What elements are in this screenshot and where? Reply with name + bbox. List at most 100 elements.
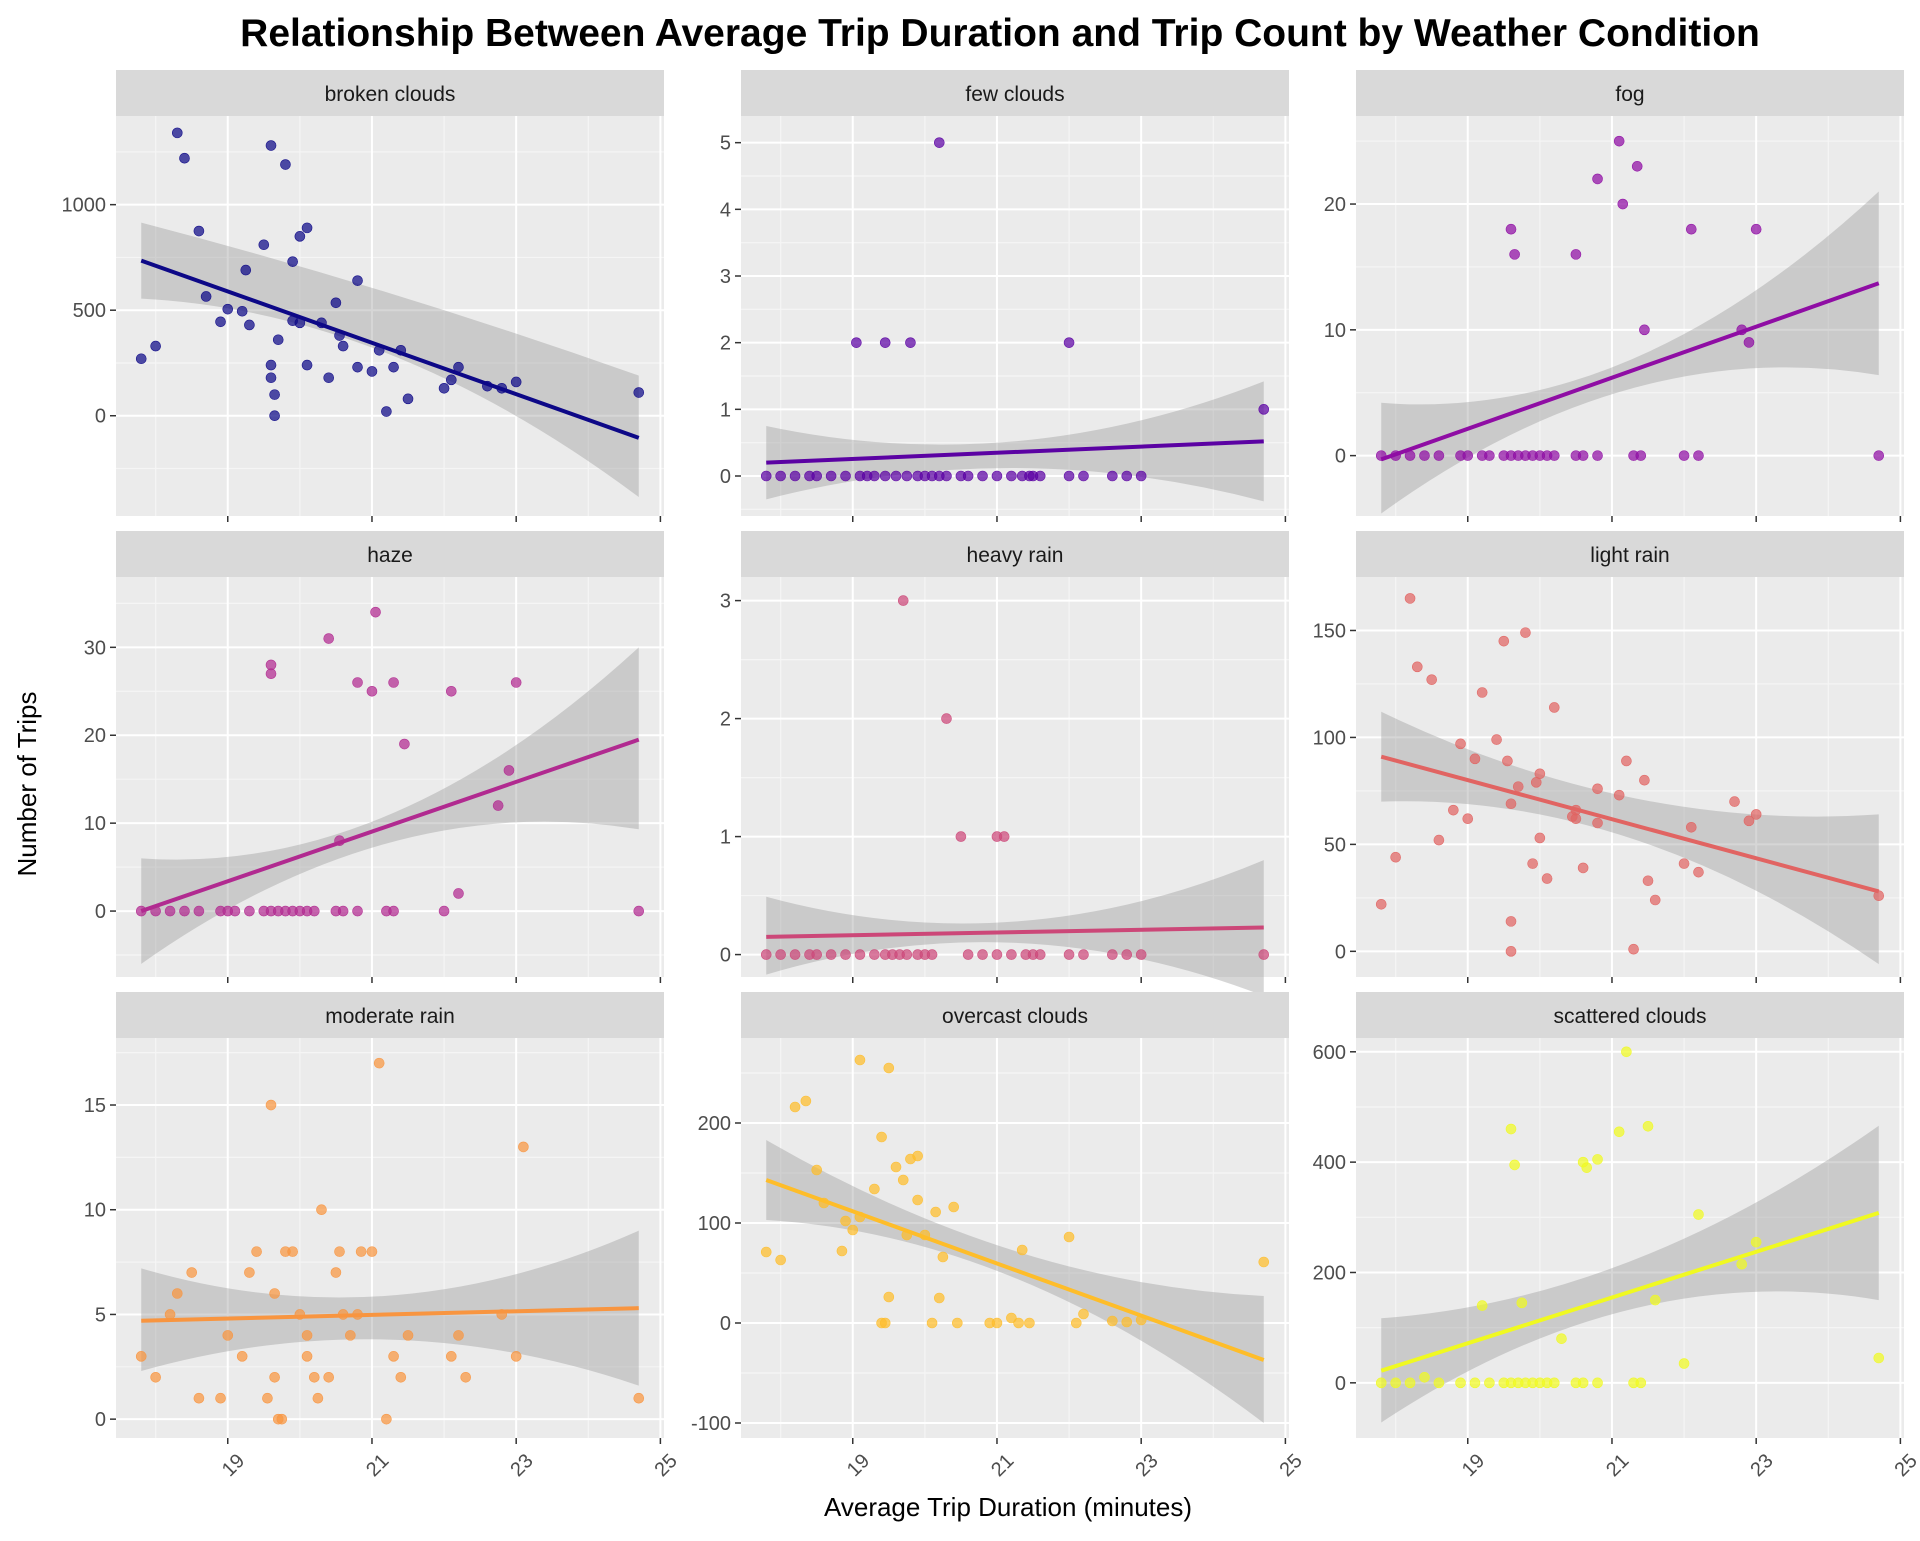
data-point bbox=[1618, 199, 1628, 209]
data-point bbox=[345, 1330, 355, 1340]
data-point bbox=[992, 1318, 1002, 1328]
data-point bbox=[439, 383, 449, 393]
data-point bbox=[841, 1216, 851, 1226]
data-point bbox=[963, 471, 973, 481]
data-point bbox=[1434, 835, 1444, 845]
data-point bbox=[952, 1318, 962, 1328]
data-point bbox=[446, 1351, 456, 1361]
data-point bbox=[1064, 1232, 1074, 1242]
data-point bbox=[136, 354, 146, 364]
y-tick-label: 0 bbox=[95, 406, 106, 428]
data-point bbox=[302, 360, 312, 370]
y-tick-label: 3 bbox=[720, 266, 731, 288]
data-point bbox=[869, 950, 879, 960]
data-point bbox=[1376, 899, 1386, 909]
data-point bbox=[1484, 1378, 1494, 1388]
y-tick-label: 0 bbox=[1335, 446, 1346, 468]
data-point bbox=[938, 1252, 948, 1262]
data-point bbox=[461, 1372, 471, 1382]
data-point bbox=[504, 765, 514, 775]
strip-label-moderate-rain: moderate rain bbox=[325, 1005, 455, 1028]
data-point bbox=[1035, 471, 1045, 481]
data-point bbox=[1136, 471, 1146, 481]
data-point bbox=[869, 1184, 879, 1194]
data-point bbox=[389, 1351, 399, 1361]
data-point bbox=[851, 338, 861, 348]
data-point bbox=[1643, 1121, 1653, 1131]
data-point bbox=[302, 1351, 312, 1361]
data-point bbox=[180, 906, 190, 916]
data-point bbox=[1122, 1317, 1132, 1327]
data-point bbox=[1492, 735, 1502, 745]
data-point bbox=[454, 888, 464, 898]
data-point bbox=[855, 1055, 865, 1065]
data-point bbox=[324, 373, 334, 383]
data-point bbox=[1412, 662, 1422, 672]
data-point bbox=[634, 388, 644, 398]
y-tick-label: 200 bbox=[698, 1113, 731, 1135]
y-tick-label: 100 bbox=[1313, 727, 1346, 749]
data-point bbox=[165, 906, 175, 916]
data-point bbox=[913, 1195, 923, 1205]
data-point bbox=[1006, 471, 1016, 481]
data-point bbox=[1405, 593, 1415, 603]
data-point bbox=[1064, 950, 1074, 960]
data-point bbox=[934, 138, 944, 148]
data-point bbox=[1751, 224, 1761, 234]
data-point bbox=[331, 298, 341, 308]
data-point bbox=[1751, 809, 1761, 819]
data-point bbox=[338, 906, 348, 916]
data-point bbox=[1064, 338, 1074, 348]
data-point bbox=[761, 950, 771, 960]
data-point bbox=[884, 1292, 894, 1302]
data-point bbox=[1520, 628, 1530, 638]
data-point bbox=[880, 471, 890, 481]
y-tick-label: 0 bbox=[95, 1409, 106, 1431]
y-tick-label: 200 bbox=[1313, 1262, 1346, 1284]
data-point bbox=[1456, 1378, 1466, 1388]
chart-title: Relationship Between Average Trip Durati… bbox=[240, 12, 1760, 55]
y-tick-label: 5 bbox=[95, 1304, 106, 1326]
data-point bbox=[331, 1268, 341, 1278]
data-point bbox=[1064, 471, 1074, 481]
data-point bbox=[999, 832, 1009, 842]
data-point bbox=[1582, 1163, 1592, 1173]
data-point bbox=[367, 686, 377, 696]
data-point bbox=[1079, 471, 1089, 481]
y-tick-label: 15 bbox=[84, 1095, 106, 1117]
data-point bbox=[902, 471, 912, 481]
data-point bbox=[493, 801, 503, 811]
data-point bbox=[1686, 822, 1696, 832]
data-point bbox=[1122, 471, 1132, 481]
y-tick-label: 1 bbox=[720, 827, 731, 849]
data-point bbox=[790, 950, 800, 960]
data-point bbox=[324, 1372, 334, 1382]
data-point bbox=[1107, 471, 1117, 481]
data-point bbox=[1427, 675, 1437, 685]
data-point bbox=[1376, 1378, 1386, 1388]
data-point bbox=[266, 1100, 276, 1110]
data-point bbox=[353, 362, 363, 372]
data-point bbox=[151, 1372, 161, 1382]
data-point bbox=[1484, 451, 1494, 461]
data-point bbox=[1506, 224, 1516, 234]
data-point bbox=[1549, 1378, 1559, 1388]
data-point bbox=[927, 1318, 937, 1328]
data-point bbox=[353, 677, 363, 687]
data-point bbox=[439, 906, 449, 916]
data-point bbox=[826, 950, 836, 960]
data-point bbox=[266, 373, 276, 383]
data-point bbox=[1632, 161, 1642, 171]
data-point bbox=[891, 1162, 901, 1172]
data-point bbox=[194, 906, 204, 916]
data-point bbox=[905, 338, 915, 348]
data-point bbox=[1434, 1378, 1444, 1388]
data-point bbox=[1639, 325, 1649, 335]
y-tick-label: 2 bbox=[720, 709, 731, 731]
data-point bbox=[1694, 867, 1704, 877]
